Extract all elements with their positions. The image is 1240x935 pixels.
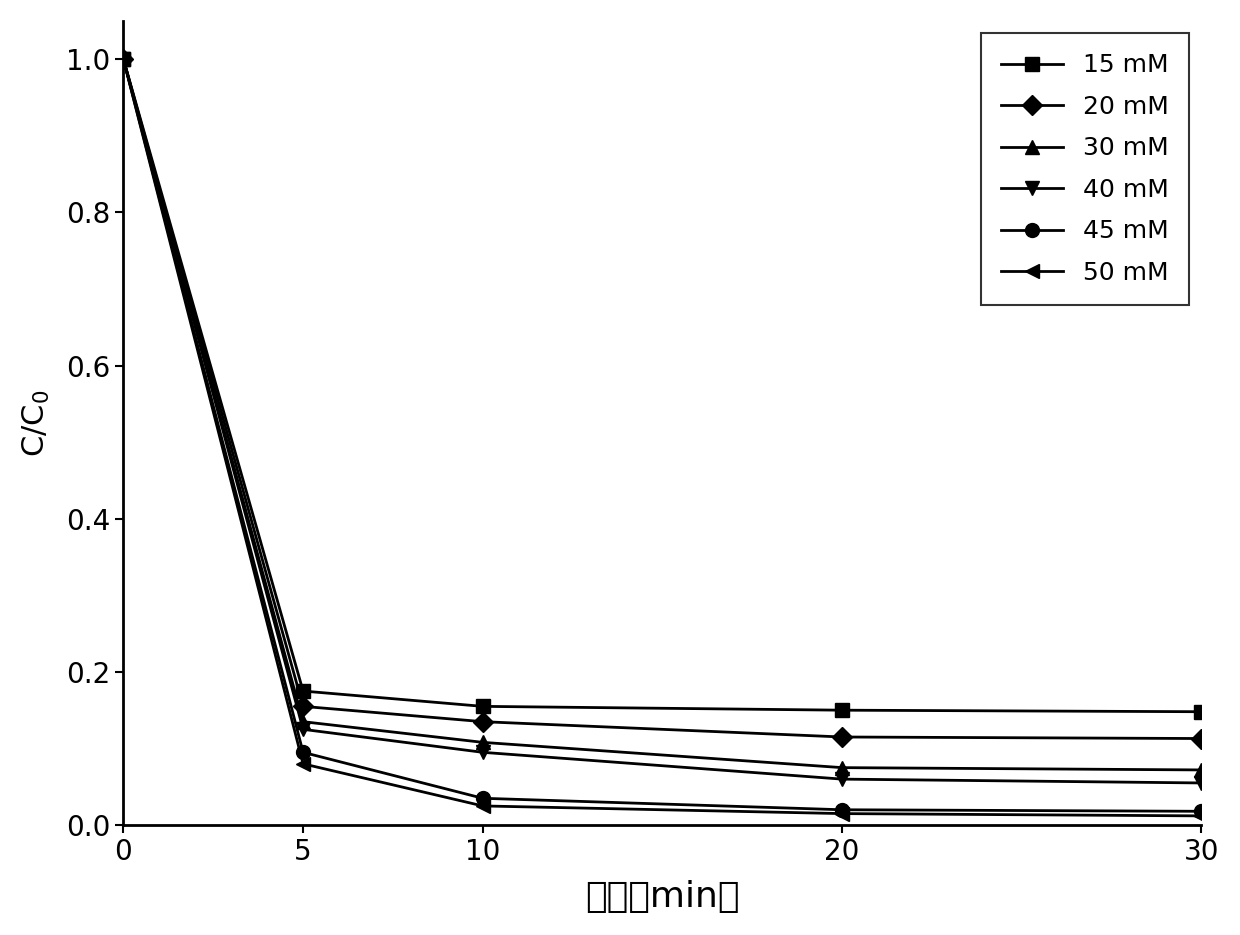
45 mM — [295, 747, 310, 758]
50 mM — [295, 758, 310, 770]
Line: 15 mM: 15 mM — [117, 52, 1208, 719]
50 mM — [117, 53, 131, 65]
50 mM — [475, 800, 490, 812]
Legend: 15 mM, 20 mM, 30 mM, 40 mM, 45 mM, 50 mM: 15 mM, 20 mM, 30 mM, 40 mM, 45 mM, 50 mM — [981, 34, 1189, 305]
45 mM — [117, 53, 131, 65]
40 mM — [295, 724, 310, 735]
50 mM — [1194, 811, 1209, 822]
20 mM — [835, 731, 849, 742]
15 mM — [117, 53, 131, 65]
Line: 20 mM: 20 mM — [117, 52, 1208, 745]
Y-axis label: C/C$_0$: C/C$_0$ — [21, 389, 52, 456]
20 mM — [475, 716, 490, 727]
Line: 50 mM: 50 mM — [117, 52, 1208, 823]
40 mM — [475, 747, 490, 758]
30 mM — [1194, 764, 1209, 775]
X-axis label: 时间（min）: 时间（min） — [585, 880, 739, 914]
Line: 45 mM: 45 mM — [117, 52, 1208, 818]
45 mM — [475, 793, 490, 804]
15 mM — [1194, 706, 1209, 717]
20 mM — [1194, 733, 1209, 744]
40 mM — [1194, 777, 1209, 788]
40 mM — [835, 773, 849, 784]
Line: 40 mM: 40 mM — [117, 52, 1208, 790]
Line: 30 mM: 30 mM — [117, 52, 1208, 777]
45 mM — [1194, 806, 1209, 817]
20 mM — [117, 53, 131, 65]
15 mM — [475, 700, 490, 712]
45 mM — [835, 804, 849, 815]
15 mM — [295, 685, 310, 697]
20 mM — [295, 700, 310, 712]
40 mM — [117, 53, 131, 65]
30 mM — [117, 53, 131, 65]
30 mM — [295, 716, 310, 727]
30 mM — [835, 762, 849, 773]
30 mM — [475, 737, 490, 748]
50 mM — [835, 808, 849, 819]
15 mM — [835, 705, 849, 716]
